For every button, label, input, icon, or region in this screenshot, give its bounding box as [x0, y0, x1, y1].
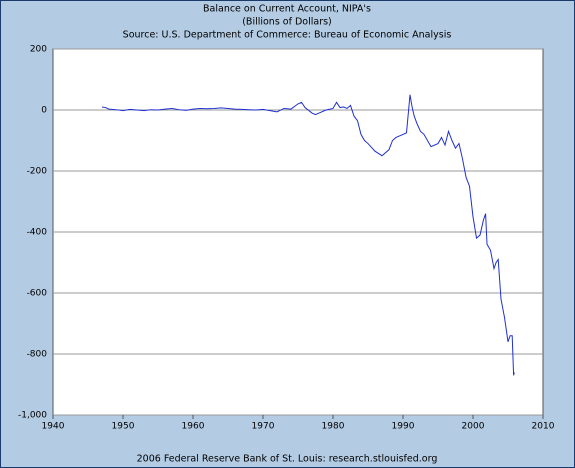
x-tick-label: 1970 [252, 422, 275, 432]
x-tick-label: 2000 [462, 422, 485, 432]
chart-footer: 2006 Federal Reserve Bank of St. Louis: … [137, 454, 438, 465]
x-tick-label: 1950 [112, 422, 135, 432]
y-tick-label: -1,000 [18, 411, 47, 421]
x-tick-label: 1940 [42, 422, 65, 432]
x-tick-label: 1980 [322, 422, 345, 432]
x-tick-label: 2010 [532, 422, 555, 432]
chart-subtitle: (Billions of Dollars) [242, 17, 332, 28]
chart-source: Source: U.S. Department of Commerce: Bur… [123, 30, 452, 41]
x-tick-label: 1990 [392, 422, 415, 432]
y-tick-label: -800 [27, 350, 48, 360]
y-tick-label: 200 [30, 45, 47, 55]
y-tick-label: -400 [27, 228, 48, 238]
y-tick-label: -200 [27, 167, 48, 177]
data-line [101, 94, 515, 376]
chart-title: Balance on Current Account, NIPA's [203, 4, 371, 15]
y-tick-label: -600 [27, 289, 48, 299]
x-tick-label: 1960 [182, 422, 205, 432]
y-tick-label: 0 [41, 106, 47, 116]
